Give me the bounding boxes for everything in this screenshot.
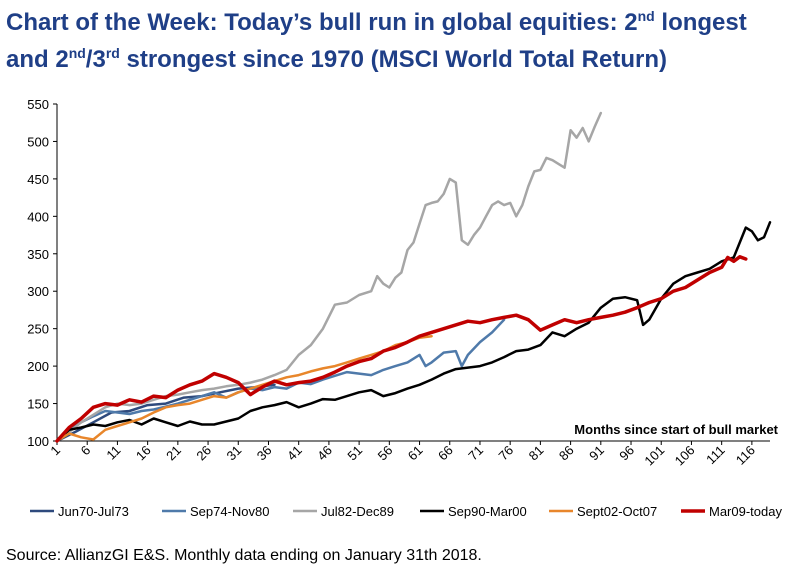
x-tick-label: 61 — [405, 443, 426, 464]
legend-label: Sep90-Mar00 — [448, 504, 527, 519]
x-tick-label: 91 — [586, 443, 607, 464]
x-tick-label: 101 — [641, 443, 667, 469]
x-axis-label: Months since start of bull market — [574, 422, 778, 437]
x-tick-label: 81 — [526, 443, 547, 464]
y-tick-label: 400 — [27, 209, 49, 224]
x-tick-label: 51 — [344, 443, 365, 464]
y-tick-label: 100 — [27, 434, 49, 449]
x-tick-label: 16 — [133, 443, 154, 464]
series-line-jul82-dec89 — [55, 111, 603, 443]
legend-label: Sept02-Oct07 — [577, 504, 657, 519]
series-line-jun70-jul73 — [55, 383, 276, 443]
x-tick-label: 46 — [314, 443, 335, 464]
y-axis: 100 150 200 250 300 350 400 450 500 550 — [27, 97, 58, 449]
series-line-mar09-today — [55, 255, 748, 443]
x-tick-label: 31 — [224, 443, 245, 464]
y-tick-label: 200 — [27, 359, 49, 374]
x-tick-label: 26 — [193, 443, 214, 464]
y-tick-label: 450 — [27, 172, 49, 187]
x-tick-label: 96 — [616, 443, 637, 464]
x-tick-label: 116 — [733, 443, 758, 468]
x-tick-label: 56 — [375, 443, 396, 464]
y-tick-label: 500 — [27, 134, 49, 149]
y-tick-label: 300 — [27, 284, 49, 299]
x-tick-label: 6 — [78, 443, 94, 459]
series-lines — [55, 111, 772, 443]
legend: Jun70-Jul73 Sep74-Nov80 Jul82-Dec89 Sep90-M… — [30, 504, 782, 519]
chart-title: Chart of the Week: Today’s bull run in g… — [6, 4, 806, 78]
x-tick-label: 111 — [703, 443, 728, 468]
series-line-sep90-mar00 — [55, 221, 772, 443]
x-tick-label: 41 — [284, 443, 305, 464]
y-tick-label: 150 — [27, 397, 49, 412]
y-tick-label: 250 — [27, 322, 49, 337]
source-note: Source: AllianzGI E&S. Monthly data endi… — [6, 547, 482, 564]
x-tick-label: 1 — [47, 443, 63, 459]
legend-label: Jul82-Dec89 — [321, 504, 394, 519]
x-tick-label: 76 — [495, 443, 516, 464]
x-tick-label: 66 — [435, 443, 456, 464]
x-tick-label: 11 — [103, 443, 123, 463]
y-tick-label: 550 — [27, 97, 49, 112]
x-tick-label: 21 — [163, 443, 184, 464]
title-line-1: Chart of the Week: Today’s bull run in g… — [6, 7, 747, 36]
series-line-sep74-nov80 — [55, 318, 506, 443]
x-tick-label: 71 — [465, 443, 486, 464]
legend-label: Jun70-Jul73 — [58, 504, 129, 519]
legend-label: Sep74-Nov80 — [190, 504, 270, 519]
x-tick-label: 86 — [556, 443, 577, 464]
legend-label: Mar09-today — [709, 504, 782, 519]
x-tick-label: 36 — [254, 443, 275, 464]
y-tick-label: 350 — [27, 247, 49, 262]
x-axis: 1 6 11 16 21 26 31 36 41 46 51 56 61 66 71 76 81 86 91 96 10… — [47, 440, 770, 469]
title-line-2: and 2nd/3rd strongest since 1970 (MSCI W… — [6, 44, 668, 73]
x-tick-label: 106 — [672, 443, 698, 469]
